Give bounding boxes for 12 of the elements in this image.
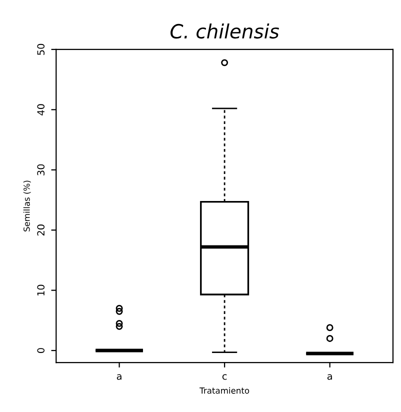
y-axis-title: Semillas (%) xyxy=(23,180,31,232)
chart-title: C. chilensis xyxy=(170,24,280,39)
x-tick-label: a xyxy=(327,374,332,380)
x-axis-title: Tratamiento xyxy=(200,387,250,394)
y-tick-label: 0 xyxy=(37,348,45,353)
x-tick-label: a xyxy=(116,374,122,380)
y-tick-label: 40 xyxy=(37,104,45,116)
y-tick-label: 50 xyxy=(37,44,45,55)
y-tick-label: 10 xyxy=(37,284,45,296)
y-tick-label: 20 xyxy=(37,224,45,236)
y-tick-label: 30 xyxy=(37,164,45,176)
x-tick-label: c xyxy=(222,374,227,380)
